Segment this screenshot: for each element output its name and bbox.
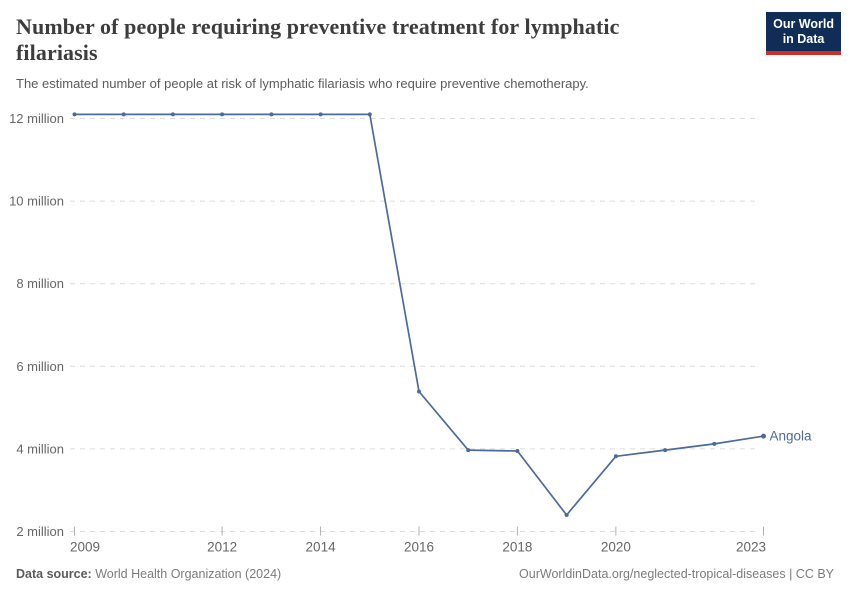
data-point	[564, 513, 569, 517]
data-point	[121, 112, 126, 117]
data-point	[417, 389, 421, 394]
chart-footer: Data source: World Health Organization (…	[16, 567, 834, 581]
page-title-line1: Number of people requiring preventive tr…	[16, 14, 620, 39]
owid-logo-line2: in Data	[782, 32, 825, 46]
license-url-note: OurWorldinData.org/neglected-tropical-di…	[519, 567, 834, 581]
line-series-angola	[74, 113, 764, 516]
data-point	[72, 112, 77, 117]
data-point	[712, 441, 717, 446]
x-axis-tick-label: 2020	[601, 540, 631, 555]
y-axis-tick-label: 2 million	[16, 524, 64, 539]
data-point	[613, 454, 618, 459]
y-axis-tick-label: 4 million	[16, 441, 64, 456]
page-title: Number of people requiring preventive tr…	[16, 14, 716, 66]
data-source-note: Data source: World Health Organization (…	[16, 567, 281, 581]
data-point	[663, 448, 668, 453]
y-axis-tick-label: 12 million	[9, 111, 64, 126]
data-point	[515, 449, 520, 453]
data-point	[220, 112, 225, 117]
data-point	[466, 448, 471, 453]
data-point	[269, 112, 274, 117]
chart-header: Number of people requiring preventive tr…	[16, 14, 716, 92]
data-source-value: World Health Organization (2024)	[91, 567, 282, 581]
chart-subtitle: The estimated number of people at risk o…	[16, 76, 589, 91]
y-axis-tick-label: 6 million	[16, 359, 64, 374]
x-axis-tick-label: 2016	[404, 540, 434, 555]
data-point	[367, 112, 372, 117]
owid-logo-line1: Our World	[773, 17, 834, 31]
data-point	[170, 112, 175, 117]
line-chart: 2 million 4 million 6 million 8 million 10 m…	[9, 111, 813, 555]
series-end-label: Angola	[770, 429, 813, 444]
y-axis-tick-label: 8 million	[16, 276, 64, 291]
data-point	[318, 112, 323, 117]
y-axis-tick-label: 10 million	[9, 194, 64, 209]
x-axis-tick-label: 2014	[306, 540, 337, 555]
page-title-line2: filariasis	[16, 40, 98, 65]
owid-logo: Our World in Data	[766, 12, 841, 55]
x-axis-tick-label: 2018	[502, 540, 532, 555]
data-source-label: Data source:	[16, 567, 92, 581]
x-axis-tick-label: 2012	[207, 540, 237, 555]
x-axis-tick-label: 2023	[736, 540, 766, 555]
data-point	[761, 433, 766, 439]
x-axis-tick-label: 2009	[70, 540, 100, 555]
